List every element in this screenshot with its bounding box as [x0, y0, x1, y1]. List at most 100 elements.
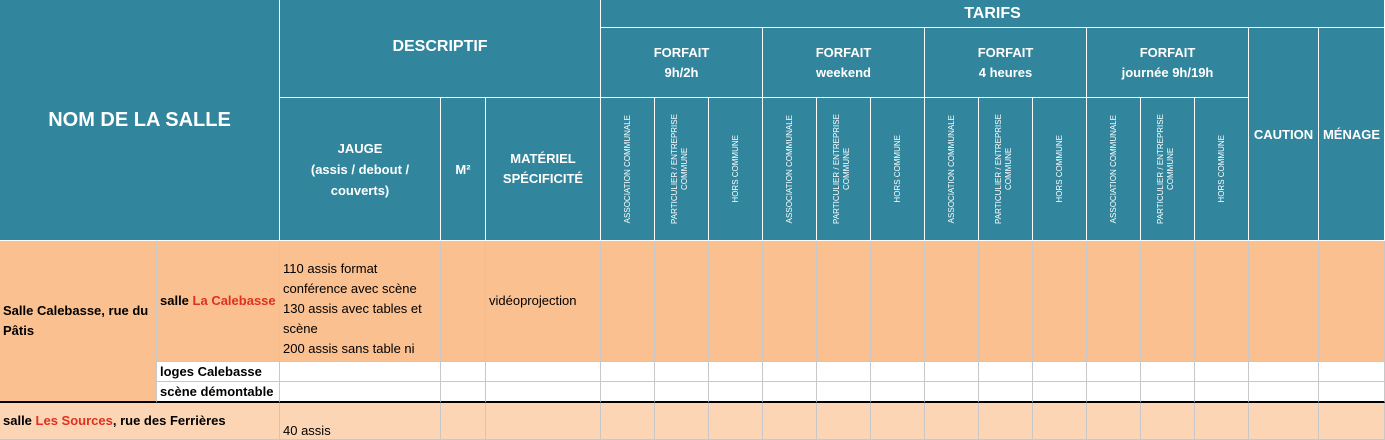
- tarif-cell[interactable]: [817, 382, 871, 403]
- tarif-cell[interactable]: [601, 382, 655, 403]
- tarif-cell[interactable]: [817, 362, 871, 382]
- header-forfait-weekend: FORFAIT weekend: [763, 28, 925, 98]
- tarif-cell[interactable]: [925, 362, 979, 382]
- tarif-cell[interactable]: [1033, 382, 1087, 403]
- loges-calebasse-label: loges Calebasse: [160, 363, 262, 379]
- header-sub-association: ASSOCIATION COMMUNALE: [763, 98, 817, 241]
- header-sub-particulier: PARTICULIER / ENTREPRISE COMMUNE: [655, 98, 709, 241]
- header-sub-association: ASSOCIATION COMMUNALE: [601, 98, 655, 241]
- header-sub-hors-commune: HORS COMMUNE: [1195, 98, 1249, 241]
- forfait-line1: FORFAIT: [815, 44, 872, 60]
- sources-jauge-text: 40 assis 80 debout: [283, 423, 331, 438]
- tarif-cell[interactable]: [871, 382, 925, 403]
- header-forfait-4h: FORFAIT 4 heures: [925, 28, 1087, 98]
- caution-cell[interactable]: [1249, 382, 1319, 403]
- tarif-cell[interactable]: [655, 403, 709, 440]
- sub-label: ASSOCIATION COMMUNALE: [622, 114, 632, 224]
- loges-row-empty: [280, 362, 441, 382]
- tarif-cell[interactable]: [709, 241, 763, 362]
- header-forfait-journee: FORFAIT journée 9h/19h: [1087, 28, 1249, 98]
- header-sub-particulier: PARTICULIER / ENTREPRISE COMMUNE: [1141, 98, 1195, 241]
- tarif-cell[interactable]: [1195, 241, 1249, 362]
- menage-cell[interactable]: [1319, 403, 1385, 440]
- tarif-cell[interactable]: [1141, 403, 1195, 440]
- tarif-cell[interactable]: [1087, 362, 1141, 382]
- sources-materiel-cell: [486, 403, 601, 440]
- tarif-cell[interactable]: [709, 403, 763, 440]
- forfait-line2: journée 9h/19h: [1121, 64, 1214, 80]
- tarif-cell[interactable]: [763, 382, 817, 403]
- header-m2: M²: [441, 98, 486, 241]
- tarif-cell[interactable]: [709, 362, 763, 382]
- tarif-cell[interactable]: [871, 362, 925, 382]
- menage-cell[interactable]: [1319, 241, 1385, 362]
- tarif-cell[interactable]: [1195, 403, 1249, 440]
- materiel-label: MATÉRIEL SPÉCIFICITÉ: [502, 151, 584, 186]
- tarif-cell[interactable]: [709, 382, 763, 403]
- caution-cell[interactable]: [1249, 362, 1319, 382]
- salle-sources-suffix: , rue des Ferrières: [112, 413, 226, 428]
- salle-calebasse-cell: salle La Calebasse: [157, 241, 280, 362]
- tarif-cell[interactable]: [1195, 362, 1249, 382]
- tarif-cell[interactable]: [601, 403, 655, 440]
- tarif-cell[interactable]: [601, 362, 655, 382]
- tarif-cell[interactable]: [1087, 382, 1141, 403]
- tarif-cell[interactable]: [601, 241, 655, 362]
- tarif-cell[interactable]: [655, 382, 709, 403]
- tarifs-label: TARIFS: [964, 4, 1021, 22]
- sub-label: HORS COMMUNE: [730, 135, 740, 203]
- sub-label: HORS COMMUNE: [1216, 135, 1226, 203]
- descriptif-label: DESCRIPTIF: [392, 38, 488, 55]
- sub-label: PARTICULIER / ENTREPRISE COMMUNE: [831, 114, 851, 224]
- tarif-cell[interactable]: [1087, 403, 1141, 440]
- header-tarifs: TARIFS: [601, 0, 1385, 28]
- tarif-cell[interactable]: [817, 403, 871, 440]
- tarif-cell[interactable]: [817, 241, 871, 362]
- header-sub-association: ASSOCIATION COMMUNALE: [925, 98, 979, 241]
- sub-label: ASSOCIATION COMMUNALE: [784, 114, 794, 224]
- tarif-cell[interactable]: [655, 362, 709, 382]
- tarif-cell[interactable]: [1141, 241, 1195, 362]
- m2-label: M²: [455, 161, 471, 177]
- tarif-cell[interactable]: [871, 403, 925, 440]
- header-forfait-9h2h: FORFAIT 9h/2h: [601, 28, 763, 98]
- tarif-cell[interactable]: [925, 403, 979, 440]
- menage-cell[interactable]: [1319, 362, 1385, 382]
- tarif-cell[interactable]: [871, 241, 925, 362]
- caution-cell[interactable]: [1249, 241, 1319, 362]
- loges-calebasse-cell: loges Calebasse: [157, 362, 280, 382]
- sources-m2-cell: [441, 403, 486, 440]
- calebasse-jauge-cell: 110 assis format conférence avec scène 1…: [280, 241, 441, 362]
- tarif-cell[interactable]: [979, 403, 1033, 440]
- forfait-line2: 9h/2h: [664, 64, 699, 80]
- tarif-cell[interactable]: [925, 382, 979, 403]
- tarif-cell[interactable]: [763, 241, 817, 362]
- menage-cell[interactable]: [1319, 382, 1385, 403]
- tarif-cell[interactable]: [655, 241, 709, 362]
- calebasse-materiel-text: vidéoprojection: [489, 293, 577, 308]
- tarif-cell[interactable]: [925, 241, 979, 362]
- salle-sources-name: Les Sources: [35, 413, 113, 428]
- sub-label: HORS COMMUNE: [1054, 135, 1064, 203]
- tarif-cell[interactable]: [1087, 241, 1141, 362]
- header-sub-particulier: PARTICULIER / ENTREPRISE COMMUNE: [817, 98, 871, 241]
- scene-row-empty: [441, 382, 486, 403]
- tarif-cell[interactable]: [1141, 362, 1195, 382]
- sub-label: ASSOCIATION COMMUNALE: [946, 114, 956, 224]
- tarif-cell[interactable]: [1033, 362, 1087, 382]
- salle-calebasse-name: La Calebasse: [192, 293, 276, 308]
- salle-prefix: salle: [3, 413, 36, 428]
- tarif-cell[interactable]: [979, 382, 1033, 403]
- tarif-cell[interactable]: [979, 241, 1033, 362]
- tarif-cell[interactable]: [1141, 382, 1195, 403]
- menage-label: MÉNAGE: [1322, 126, 1381, 142]
- tarif-cell[interactable]: [979, 362, 1033, 382]
- tarif-cell[interactable]: [1033, 403, 1087, 440]
- scene-demontable-cell: scène démontable: [157, 382, 280, 403]
- tarif-cell[interactable]: [1195, 382, 1249, 403]
- tarif-cell[interactable]: [763, 403, 817, 440]
- tarif-cell[interactable]: [763, 362, 817, 382]
- loges-row-empty: [486, 362, 601, 382]
- tarif-cell[interactable]: [1033, 241, 1087, 362]
- caution-cell[interactable]: [1249, 403, 1319, 440]
